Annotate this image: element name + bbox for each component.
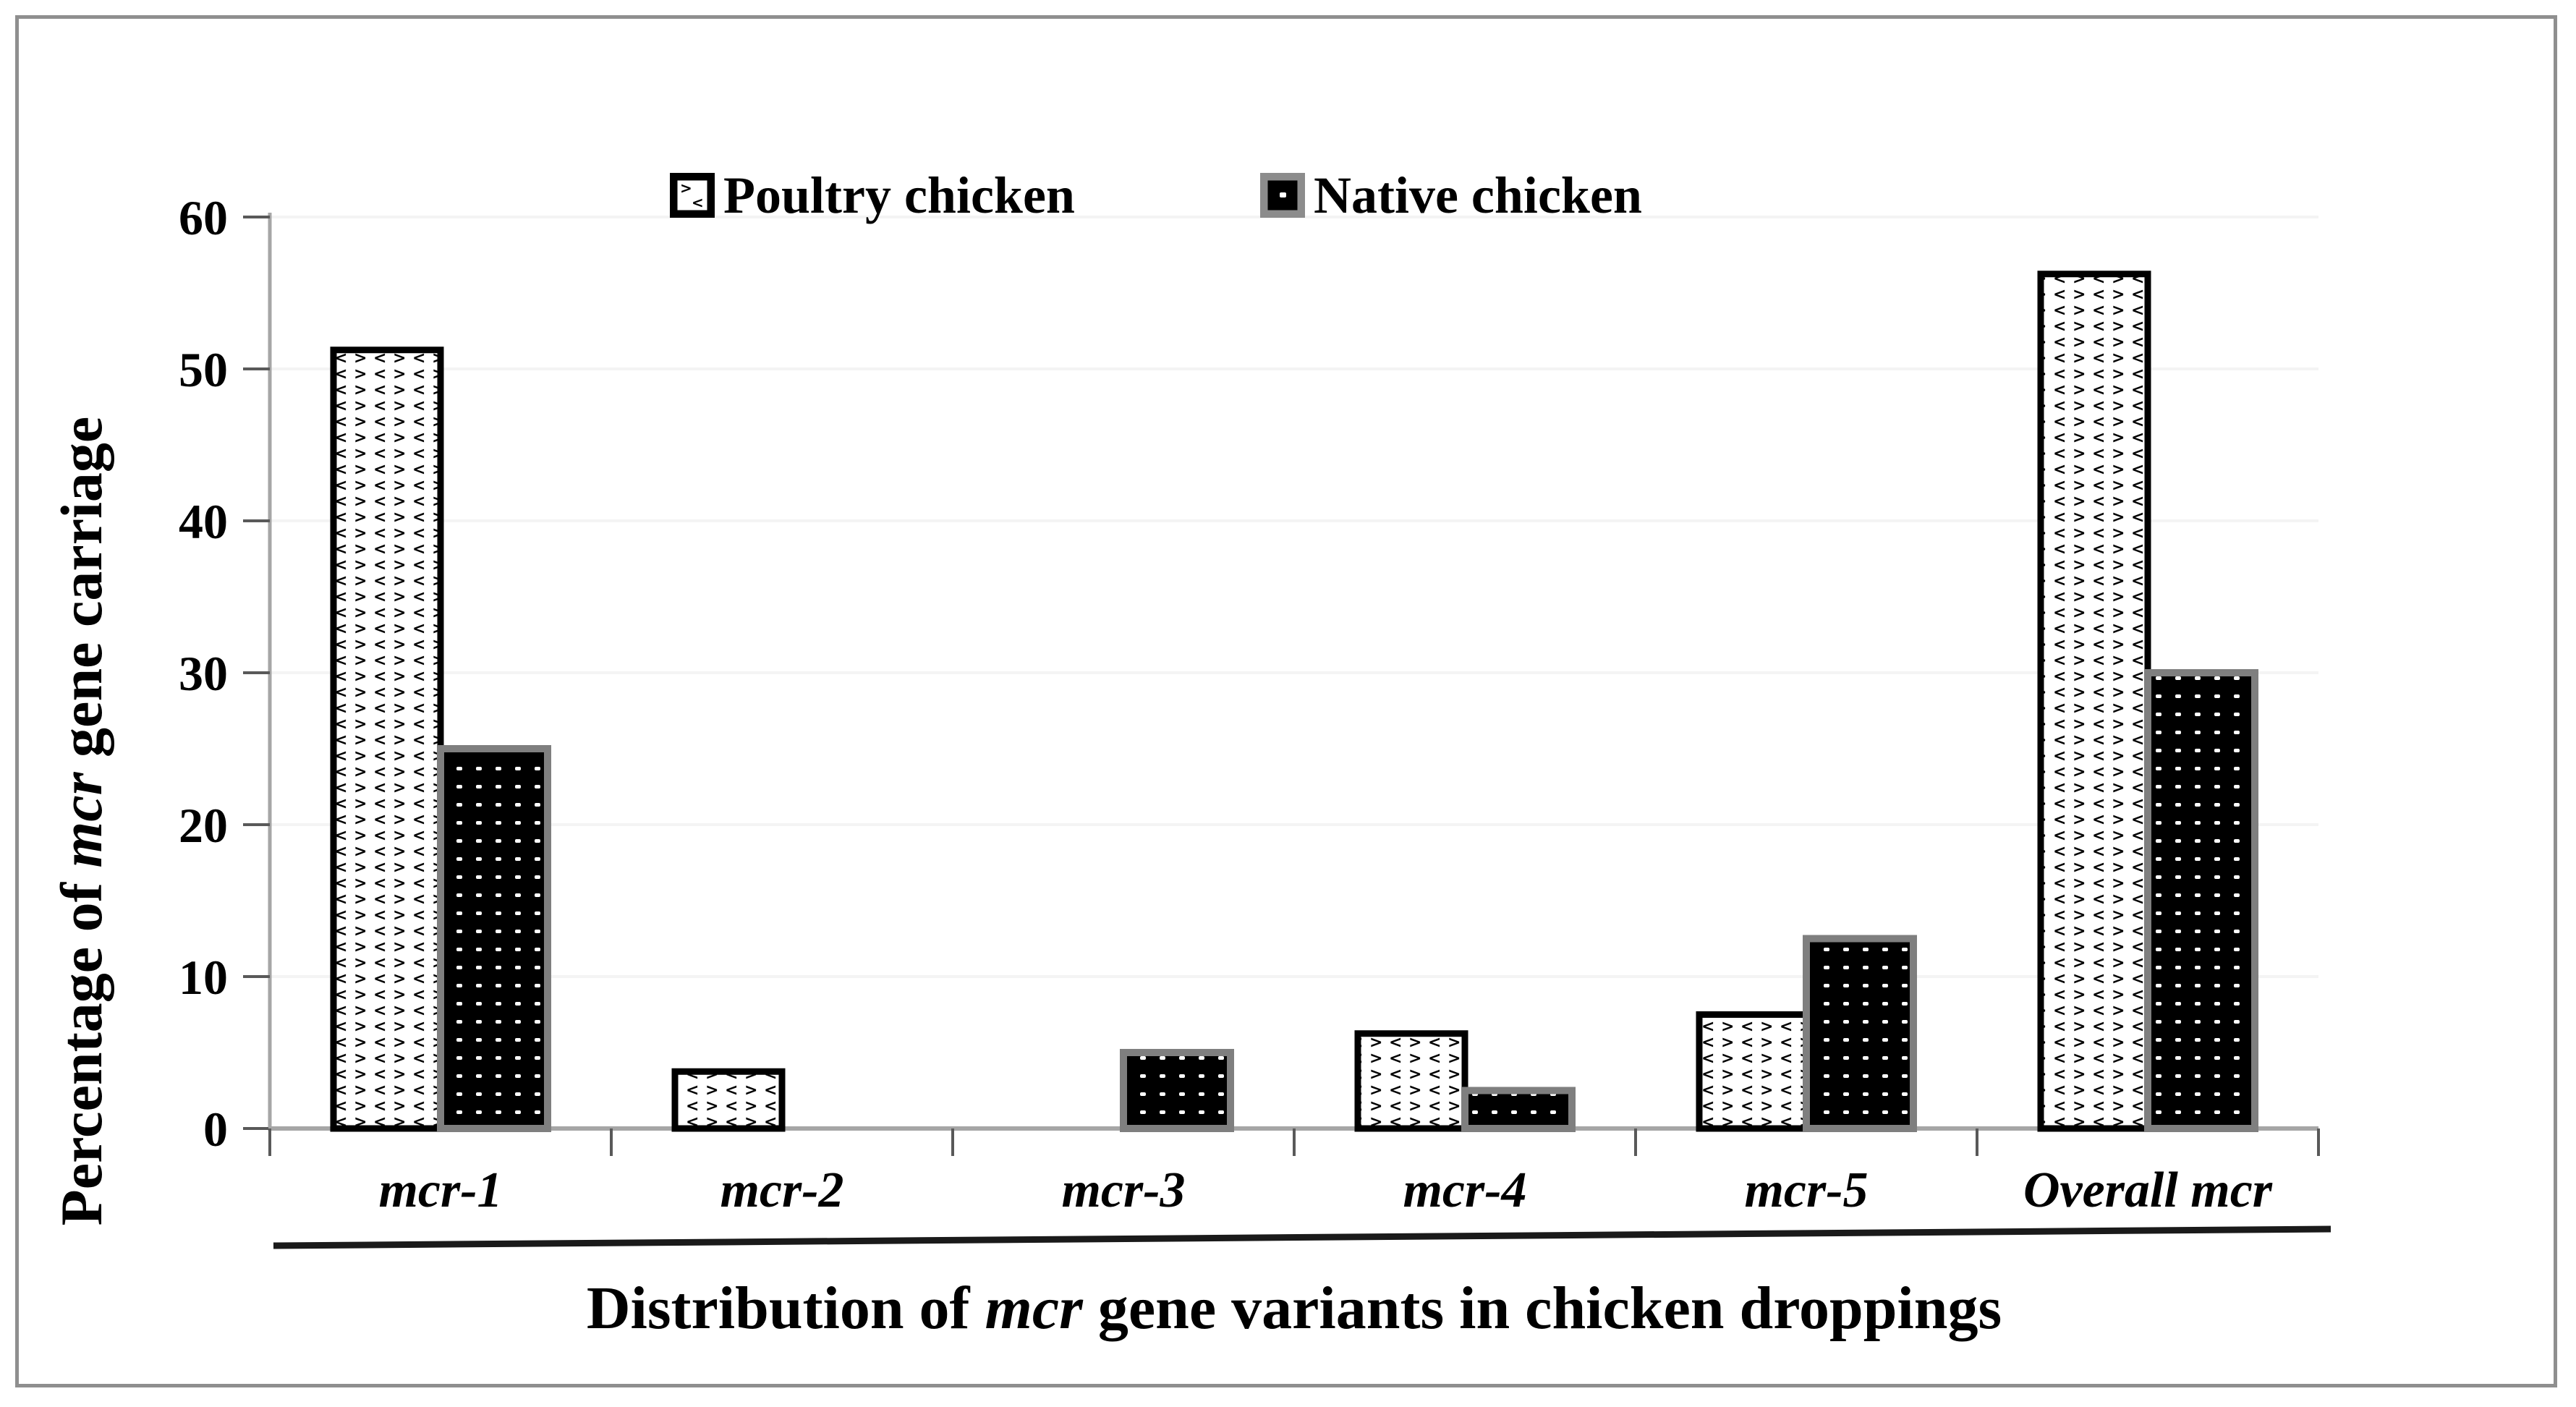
category-label: Overall mcr bbox=[2023, 1162, 2273, 1218]
title-text-part: mcr bbox=[985, 1275, 1083, 1342]
title-text-part: gene carriage bbox=[48, 416, 114, 773]
title-text-part: gene variants in chicken droppings bbox=[1082, 1275, 2002, 1342]
y-tick-label: 20 bbox=[179, 798, 228, 853]
bar-native-mcr-4 bbox=[1461, 1087, 1576, 1132]
y-tick-label: 40 bbox=[179, 494, 228, 549]
bar-native-mcr-3 bbox=[1120, 1049, 1234, 1132]
category-label: mcr-5 bbox=[1744, 1162, 1868, 1218]
bar-poultry-mcr-4 bbox=[1354, 1030, 1468, 1132]
category-label: mcr-1 bbox=[378, 1162, 502, 1218]
bar-poultry-mcr-5 bbox=[1696, 1011, 1810, 1132]
bar-poultry-mcr-2 bbox=[671, 1068, 786, 1132]
svg-text:>: > bbox=[680, 179, 692, 197]
y-tick-label: 0 bbox=[203, 1102, 228, 1157]
category-underline bbox=[273, 1225, 2331, 1249]
chevron-pattern-swatch-icon: > < bbox=[670, 173, 715, 218]
dot-pattern-swatch-icon bbox=[1260, 173, 1305, 218]
title-text-part: Percentage of bbox=[48, 867, 114, 1226]
y-tick-label: 50 bbox=[179, 342, 228, 397]
category-label: mcr-2 bbox=[720, 1162, 843, 1218]
category-label: mcr-4 bbox=[1403, 1162, 1526, 1218]
bar-native-mcr-5 bbox=[1803, 935, 1917, 1132]
svg-text:<: < bbox=[692, 194, 704, 211]
y-tick-label: 30 bbox=[179, 646, 228, 701]
bar-poultry-Overall mcr bbox=[2037, 271, 2151, 1132]
legend-label-poultry: Poultry chicken bbox=[723, 166, 1075, 224]
y-tick-label: 60 bbox=[179, 190, 228, 245]
category-label: mcr-3 bbox=[1061, 1162, 1185, 1218]
bar-poultry-mcr-1 bbox=[330, 347, 444, 1132]
title-text-part: Distribution of bbox=[586, 1275, 985, 1342]
y-axis-title: Percentage of mcr gene carriage bbox=[43, 242, 120, 1400]
title-text-part: mcr bbox=[48, 772, 114, 868]
legend-label-native: Native chicken bbox=[1314, 166, 1642, 224]
bar-native-Overall mcr bbox=[2144, 669, 2258, 1132]
bar-native-mcr-1 bbox=[437, 745, 551, 1132]
legend-item-poultry: > < Poultry chicken bbox=[670, 166, 1075, 224]
x-axis-title: Distribution of mcr gene variants in chi… bbox=[270, 1273, 2318, 1343]
legend-item-native: Native chicken bbox=[1260, 166, 1642, 224]
y-tick-label: 10 bbox=[179, 950, 228, 1005]
